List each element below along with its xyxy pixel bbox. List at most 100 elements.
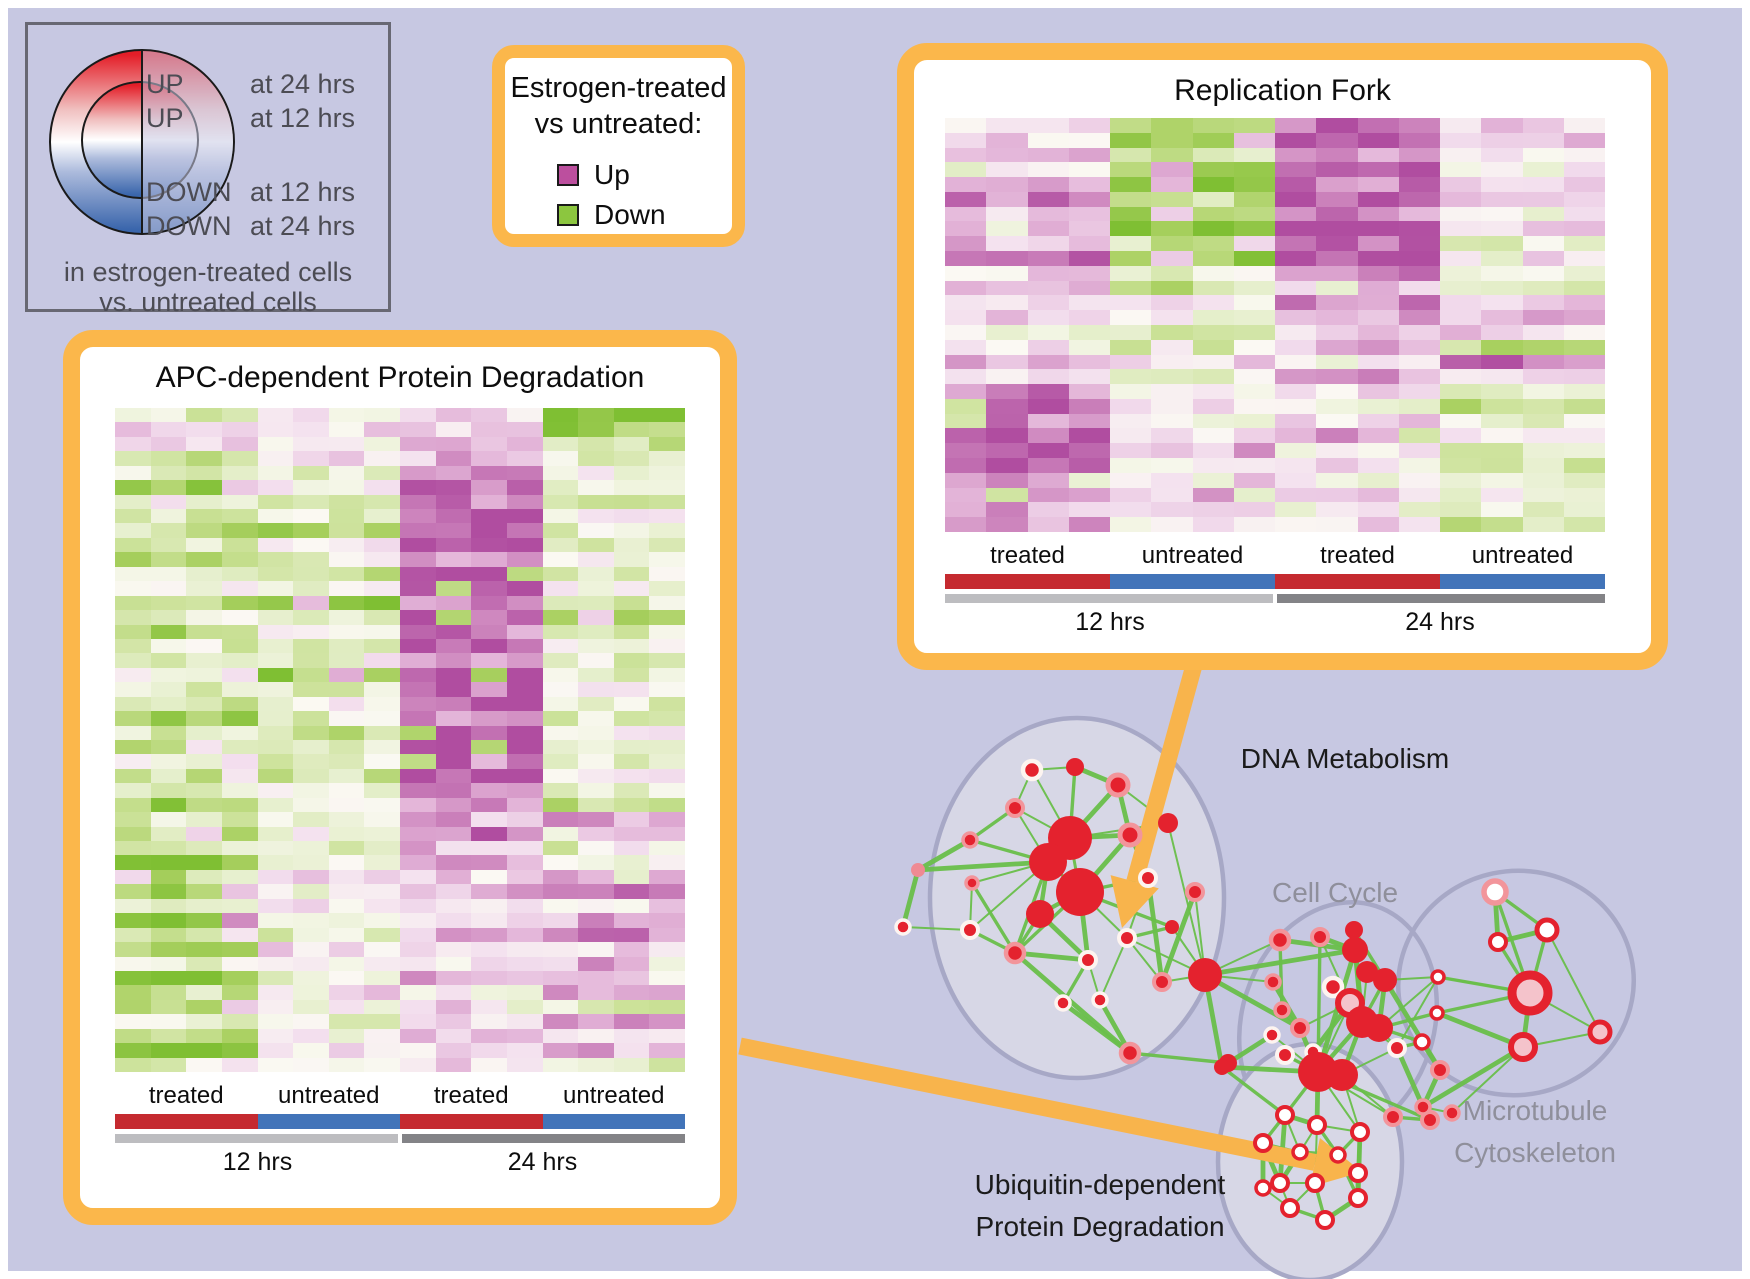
heatmap-cell	[257, 855, 294, 870]
heatmap-cell	[945, 472, 987, 488]
heatmap-cell	[1151, 251, 1193, 266]
network-edge	[970, 881, 1017, 955]
heatmap-cell	[1481, 487, 1523, 503]
heatmap-cell	[1027, 413, 1069, 429]
condition-label-untreated-24hrs: untreated	[1471, 542, 1574, 569]
heatmap-cell	[1233, 458, 1275, 473]
heatmap-cell	[115, 855, 151, 870]
heatmap-cell	[649, 1043, 685, 1058]
gene-node-ringR	[1315, 1210, 1335, 1230]
heatmap-cell	[186, 970, 222, 986]
network-edge	[915, 859, 1051, 873]
heatmap-cell	[1151, 502, 1193, 518]
heatmap-cell	[400, 725, 436, 740]
heatmap-cell	[542, 783, 579, 798]
heatmap-cell	[578, 1014, 614, 1029]
time-label-24hrs: 24 hrs	[1405, 608, 1475, 636]
heatmap-cell	[400, 754, 436, 769]
heatmap-cell	[1440, 428, 1482, 444]
heatmap-cell	[1398, 428, 1440, 444]
up-color-swatch	[557, 164, 579, 186]
heatmap-cell	[435, 552, 472, 567]
heatmap-cell	[613, 595, 650, 611]
ring-caption-line2: vs. untreated cells	[99, 287, 317, 317]
heatmap-cell	[471, 812, 507, 827]
heatmap-cell	[150, 783, 187, 798]
heatmap-cell	[221, 1043, 258, 1058]
network-edge	[902, 926, 971, 931]
heatmap-cell	[364, 682, 400, 697]
network-edge	[1451, 1046, 1524, 1114]
heatmap-cell	[542, 956, 579, 971]
heatmap-cell	[293, 797, 329, 813]
heatmap-cell	[186, 956, 222, 971]
heatmap-cell	[649, 509, 685, 524]
heatmap-cell	[471, 740, 507, 755]
heatmap-cell	[1110, 413, 1152, 429]
heatmap-cell	[613, 682, 650, 697]
condition-label-treated-12hrs: treated	[148, 1082, 224, 1109]
heatmap-cell	[1357, 147, 1399, 163]
gene-node-ringW	[1078, 950, 1098, 970]
heatmap-cell	[400, 451, 436, 466]
heatmap-cell	[1110, 428, 1152, 444]
timebar-24hrs	[1277, 594, 1605, 603]
heatmap-cell	[1110, 384, 1152, 399]
heatmap-cell	[221, 422, 258, 437]
heatmap-cell	[364, 667, 400, 683]
heatmap-cell	[1192, 236, 1234, 252]
heatmap-cell	[1522, 132, 1564, 148]
heatmap-cell	[1192, 502, 1234, 518]
heatmap-cell	[649, 999, 685, 1015]
heatmap-cell	[1192, 295, 1234, 311]
heatmap-cell	[1068, 472, 1110, 488]
heatmap-cell	[115, 711, 151, 726]
heatmap-cell	[578, 826, 614, 842]
heatmap-cell	[1275, 443, 1317, 459]
heatmap-cell	[986, 280, 1028, 296]
heatmap-cell	[945, 458, 987, 473]
heatmap-cell	[1151, 428, 1193, 444]
heatmap-cell	[115, 422, 151, 437]
heatmap-cell	[1316, 251, 1358, 266]
heatmap-cell	[150, 451, 187, 466]
gene-node-solid	[1188, 958, 1222, 992]
heatmap-cell	[150, 494, 187, 510]
heatmap-cell	[986, 369, 1028, 385]
heatmap-cell	[1233, 147, 1275, 163]
heatmap-cell	[945, 251, 987, 266]
gene-node-ringP	[1118, 1041, 1142, 1065]
heatmap-cell	[1357, 162, 1399, 178]
heatmap-cell	[986, 413, 1028, 429]
heatmap-cell	[945, 132, 987, 148]
heatmap-cell	[945, 487, 987, 503]
heatmap-cell	[506, 696, 543, 712]
heatmap-cell	[257, 956, 294, 971]
gene-node-ringP	[1290, 1018, 1310, 1038]
heatmap-cell	[649, 595, 685, 611]
heatmap-cell	[400, 696, 436, 712]
heatmap-cell	[221, 523, 258, 538]
heatmap-cell	[293, 696, 329, 712]
heatmap-cell	[613, 783, 650, 798]
heatmap-cell	[578, 465, 614, 481]
heatmap-cell	[115, 537, 151, 553]
heatmap-cell	[1192, 310, 1234, 325]
heatmap-cell	[115, 682, 151, 697]
heatmap-cell	[364, 898, 400, 914]
heatmap-cell	[1563, 428, 1605, 444]
heatmap-cell	[1398, 324, 1440, 340]
heatmap-cell	[1233, 487, 1275, 503]
heatmap-cell	[506, 898, 543, 914]
untreated-bar	[257, 1114, 400, 1129]
heatmap-cell	[649, 898, 685, 914]
heatmap-cell	[1398, 177, 1440, 192]
heatmap-cell	[578, 783, 614, 798]
heatmap-cell	[1357, 324, 1399, 340]
heatmap-cell	[1110, 206, 1152, 222]
heatmap-cell	[364, 711, 400, 726]
heatmap-cell	[1110, 502, 1152, 518]
heatmap-cell	[186, 783, 222, 798]
heatmap-cell	[293, 711, 329, 726]
heatmap-cell	[364, 465, 400, 481]
